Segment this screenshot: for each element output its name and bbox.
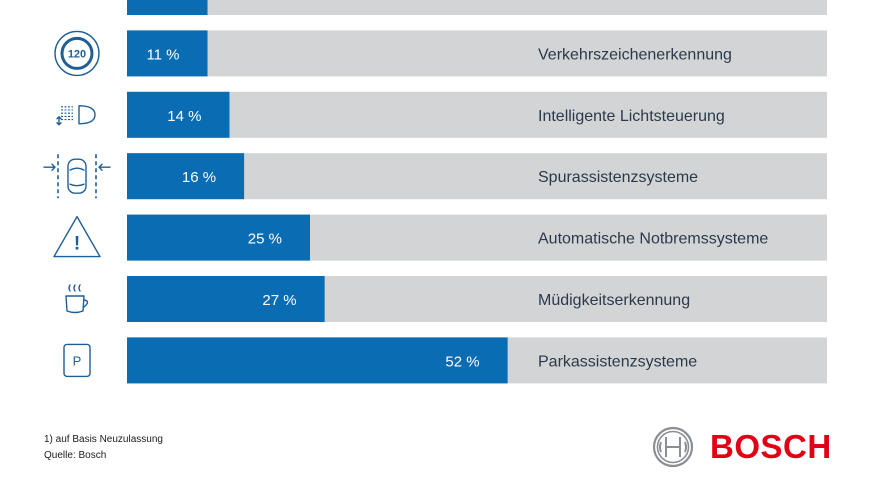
- bar-value-label: 27 %: [262, 292, 296, 309]
- bar-value-label: 16 %: [182, 169, 216, 186]
- bar-track: [127, 0, 827, 15]
- bar-category-label: Automatische Notbremssysteme: [538, 231, 768, 248]
- bar-category-label: Verkehrszeichenerkennung: [538, 46, 732, 63]
- bar-category-label: Spurassistenzsysteme: [538, 169, 698, 186]
- bar-value-label: 25 %: [248, 231, 282, 248]
- bar-value-label: 52 %: [445, 353, 479, 370]
- bar: [127, 337, 508, 384]
- bar: [127, 276, 325, 322]
- bosch-wordmark: BOSCH: [710, 428, 832, 465]
- bosch-armature-icon: [652, 426, 694, 468]
- bar-category-label: Parkassistenzsysteme: [538, 353, 697, 370]
- bar-track: [127, 30, 827, 77]
- bosch-logo: BOSCH: [652, 426, 832, 468]
- bar-row: 16 % Spurassistenzsysteme: [127, 153, 827, 200]
- bar-track: [127, 91, 827, 138]
- parking-sign-icon: P: [63, 343, 91, 378]
- footnote-basis: 1) auf Basis Neuzulassung: [44, 434, 163, 445]
- bar-chart: 11 % Verkehrszeichenerkennung 14 % Intellig…: [43, 0, 827, 384]
- bar-category-label: Müdigkeitserkennung: [538, 292, 690, 309]
- bar-row: 27 % Müdigkeitserkennung: [127, 276, 827, 322]
- parking-letter: P: [73, 353, 82, 368]
- lane-keeping-icon: [43, 154, 111, 199]
- bar-row: 25 % Automatische Notbremssysteme: [127, 214, 827, 261]
- bar-row: 52 % Parkassistenzsysteme: [127, 337, 827, 384]
- speed-limit-text: 120: [68, 48, 86, 60]
- bar: [127, 214, 310, 261]
- coffee-cup-icon: [65, 284, 89, 314]
- bar: [127, 153, 245, 200]
- bar-row: 14 % Intelligente Lichtsteuerung: [127, 91, 827, 138]
- headlight-icon: [56, 105, 96, 126]
- bar-value-label: 11 %: [146, 46, 179, 63]
- speed-limit-120-icon: 120: [54, 30, 100, 77]
- bar-value-label: 14 %: [167, 108, 201, 125]
- bar: [127, 91, 230, 138]
- footnote-source: Quelle: Bosch: [44, 450, 107, 461]
- bar-category-label: Intelligente Lichtsteuerung: [538, 108, 725, 125]
- bar-row: [127, 0, 827, 15]
- warning-triangle-icon: !: [53, 215, 101, 258]
- bar-row: 11 % Verkehrszeichenerkennung: [127, 30, 827, 77]
- warning-mark: !: [74, 234, 80, 255]
- bar: [127, 0, 208, 15]
- bar: [127, 30, 208, 77]
